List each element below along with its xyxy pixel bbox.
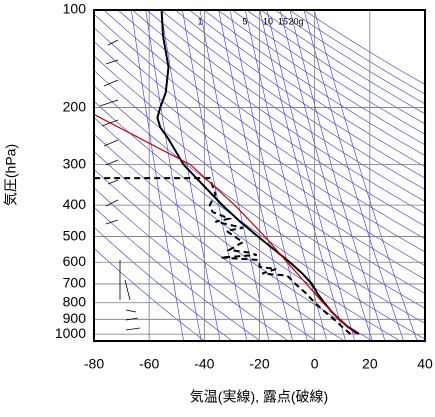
y-tick-label: 500 [63,227,87,243]
dry-adiabat [32,0,435,347]
mixing-ratio-label: 20g [288,16,303,26]
x-tick-label: -20 [249,356,269,372]
x-tick-label: -80 [84,356,104,372]
y-tick-label: 200 [63,98,87,114]
y-tick-label: 300 [63,155,87,171]
wind-barbs [100,40,140,330]
y-tick-label: 900 [63,310,87,326]
x-tick-label: 20 [362,356,378,372]
x-tick-label: 40 [417,356,433,372]
y-axis-label: 気圧(hPa) [3,144,19,206]
mixing-ratio-line [129,0,185,347]
mixing-ratio-line [286,0,387,347]
x-tick-label: -60 [139,356,159,372]
y-tick-label: 700 [63,275,87,291]
mixing-ratio-line [227,0,309,347]
mixing-ratio-label: 15 [278,16,288,26]
dry-adiabat [226,0,435,347]
dry-adiabat [0,0,270,347]
grid [94,10,425,341]
y-tick-label: 100 [63,1,87,17]
mixing-ratio-label: 5 [242,16,247,26]
dry-adiabat [60,0,435,347]
y-tick-label: 600 [63,253,87,269]
x-tick-label: 0 [311,356,319,372]
dry-adiabat [0,0,327,347]
x-axis-label: 気温(実線), 露点(破線) [190,389,328,405]
mixing-ratio-label: 10 [263,16,273,26]
mixing-ratio-line [216,0,295,347]
profile-line [157,10,358,334]
profile-line [94,178,351,334]
y-tick-label: 400 [63,196,87,212]
dry-adiabat [143,0,435,347]
dry-adiabat [254,0,435,347]
dry-adiabat [0,0,355,347]
y-tick-label: 1000 [55,325,86,341]
mixing-ratio-line [264,0,357,347]
y-tick-label: 800 [63,293,87,309]
x-tick-label: -40 [194,356,214,372]
dry-adiabat [0,0,213,347]
mixing-ratio-label: 1 [197,16,202,26]
dry-adiabat [171,0,435,347]
dry-adiabat [129,0,435,347]
dry-adiabat [102,0,435,347]
